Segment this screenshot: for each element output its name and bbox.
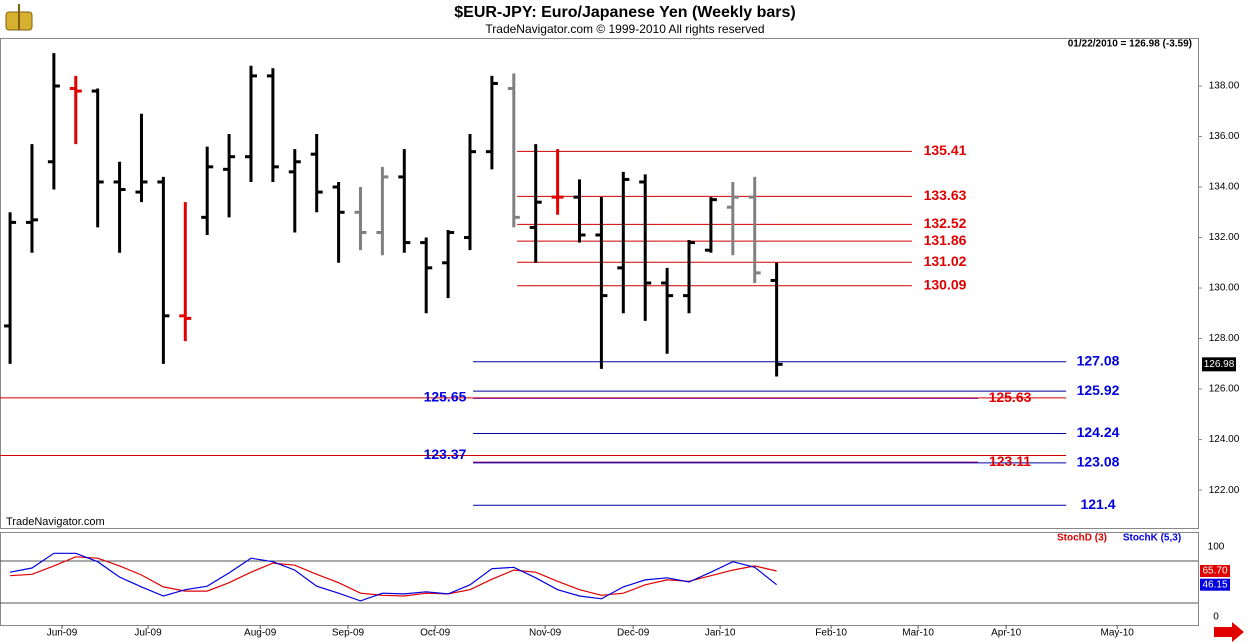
logo: [5, 4, 33, 31]
level-label: 131.86: [924, 232, 967, 248]
value-label: 46.15: [1202, 579, 1227, 590]
level-label: 125.92: [1077, 382, 1120, 398]
level-label: 135.41: [924, 142, 967, 158]
y-tick-label: 134.00: [1209, 182, 1240, 193]
x-tick-label: Apr-10: [991, 628, 1021, 639]
level-label: 123.08: [1077, 454, 1120, 470]
level-label: 123.11: [989, 453, 1031, 469]
level-label: 124.24: [1077, 424, 1120, 440]
level-label: 127.08: [1077, 353, 1120, 369]
x-tick-label: Sep-09: [332, 628, 365, 639]
y-tick-label: 0: [1213, 612, 1219, 623]
y-tick-label: 132.00: [1209, 232, 1240, 243]
level-label: 125.65: [424, 389, 467, 405]
stoch-line: [9, 552, 777, 602]
level-label: 132.52: [924, 215, 967, 231]
y-tick-label: 128.00: [1209, 333, 1240, 344]
level-label: 121.4: [1080, 496, 1115, 512]
value-label: 65.70: [1202, 566, 1227, 577]
y-tick-label: 138.00: [1209, 81, 1240, 92]
x-tick-label: Feb-10: [815, 628, 847, 639]
stoch-frame: [0, 532, 1199, 626]
stoch-line: [10, 556, 777, 597]
last-price-label: 126.98: [1204, 359, 1235, 370]
x-tick-label: Nov-09: [529, 628, 562, 639]
value-box: [1200, 578, 1230, 591]
level-label: 125.63: [989, 389, 1032, 405]
x-tick-label: Aug-09: [244, 628, 277, 639]
y-tick-label: 122.00: [1209, 485, 1240, 496]
legend-entry: StochK (5,3): [1123, 533, 1181, 544]
price-frame: [0, 38, 1199, 529]
x-tick-label: May-10: [1101, 628, 1135, 639]
x-tick-label: Jan-10: [705, 628, 736, 639]
level-label: 123.37: [424, 446, 467, 462]
level-label: 130.09: [924, 276, 967, 292]
x-tick-label: Jul-09: [134, 628, 162, 639]
x-tick-label: Jun-09: [47, 628, 78, 639]
y-tick-label: 136.00: [1209, 131, 1240, 142]
watermark: TradeNavigator.com: [6, 516, 105, 528]
value-box: [1200, 565, 1230, 578]
chart-title: $EUR-JPY: Euro/Japanese Yen (Weekly bars…: [454, 4, 795, 21]
x-tick-label: Oct-09: [420, 628, 450, 639]
scroll-arrow[interactable]: [1214, 622, 1244, 642]
y-tick-label: 130.00: [1209, 283, 1240, 294]
y-tick-label: 126.00: [1209, 384, 1240, 395]
level-label: 133.63: [924, 187, 967, 203]
x-tick-label: Mar-10: [902, 628, 934, 639]
price-annotation: 01/22/2010 = 126.98 (-3.59): [1068, 39, 1192, 50]
last-price-box: [1202, 357, 1236, 372]
legend-entry: StochD (3): [1057, 533, 1107, 544]
level-label: 131.02: [924, 253, 967, 269]
y-tick-label: 100: [1208, 542, 1225, 553]
chart-subtitle: TradeNavigator.com © 1999-2010 All right…: [485, 22, 764, 36]
y-tick-label: 124.00: [1209, 434, 1240, 445]
x-tick-label: Dec-09: [617, 628, 650, 639]
